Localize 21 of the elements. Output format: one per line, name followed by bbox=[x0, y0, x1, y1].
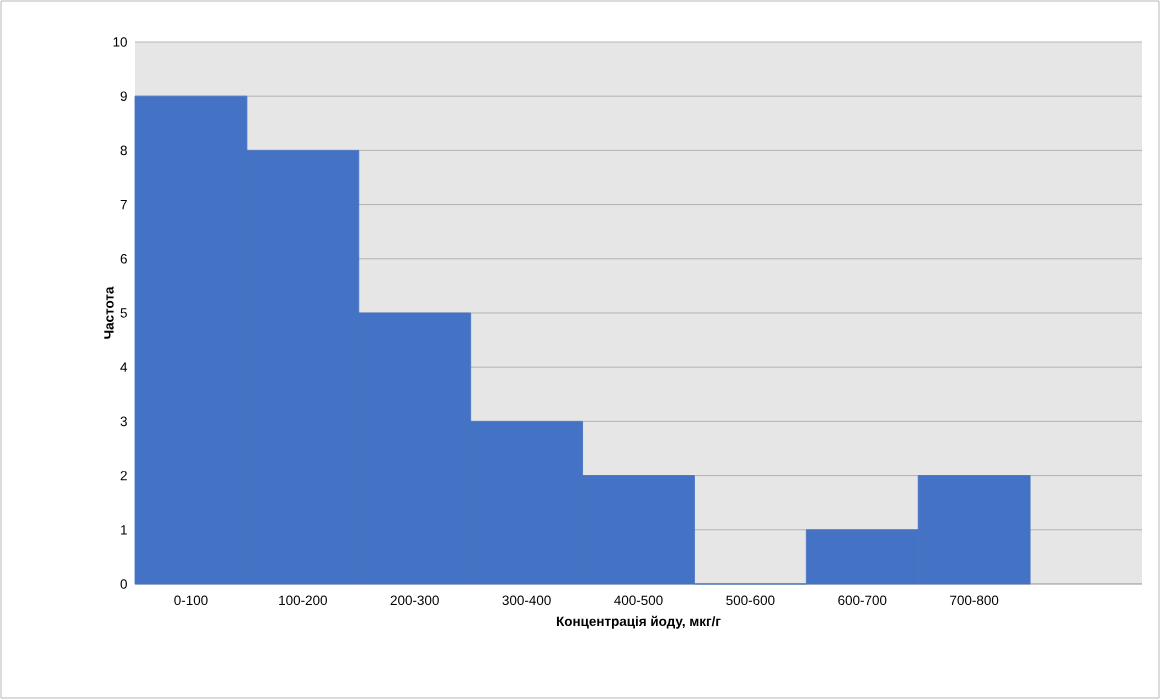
x-tick-label: 700-800 bbox=[950, 595, 999, 606]
y-tick-label: 9 bbox=[120, 91, 127, 101]
x-tick-label: 600-700 bbox=[838, 595, 887, 606]
y-tick-label: 10 bbox=[113, 37, 127, 47]
y-tick-label: 0 bbox=[120, 579, 127, 589]
y-tick-label: 2 bbox=[120, 470, 127, 481]
y-tick-label: 3 bbox=[120, 416, 127, 427]
y-tick-label: 6 bbox=[120, 254, 127, 264]
y-tick-label: 5 bbox=[120, 308, 127, 318]
x-axis-title: Концентрація йоду, мкг/г bbox=[556, 615, 721, 629]
y-axis-title: Частота bbox=[104, 286, 114, 339]
x-tick-label: 500-600 bbox=[726, 595, 775, 606]
y-tick-label: 7 bbox=[120, 199, 127, 210]
x-tick-label: 100-200 bbox=[279, 595, 327, 606]
y-tick-label: 8 bbox=[120, 145, 127, 156]
x-tick-label: 0-100 bbox=[174, 595, 208, 606]
x-tick-label: 200-300 bbox=[390, 595, 439, 606]
y-tick-label: 4 bbox=[120, 362, 128, 372]
y-tick-label: 1 bbox=[121, 525, 127, 535]
x-tick-label: 300-400 bbox=[502, 595, 551, 606]
x-tick-label: 400-500 bbox=[614, 595, 663, 606]
